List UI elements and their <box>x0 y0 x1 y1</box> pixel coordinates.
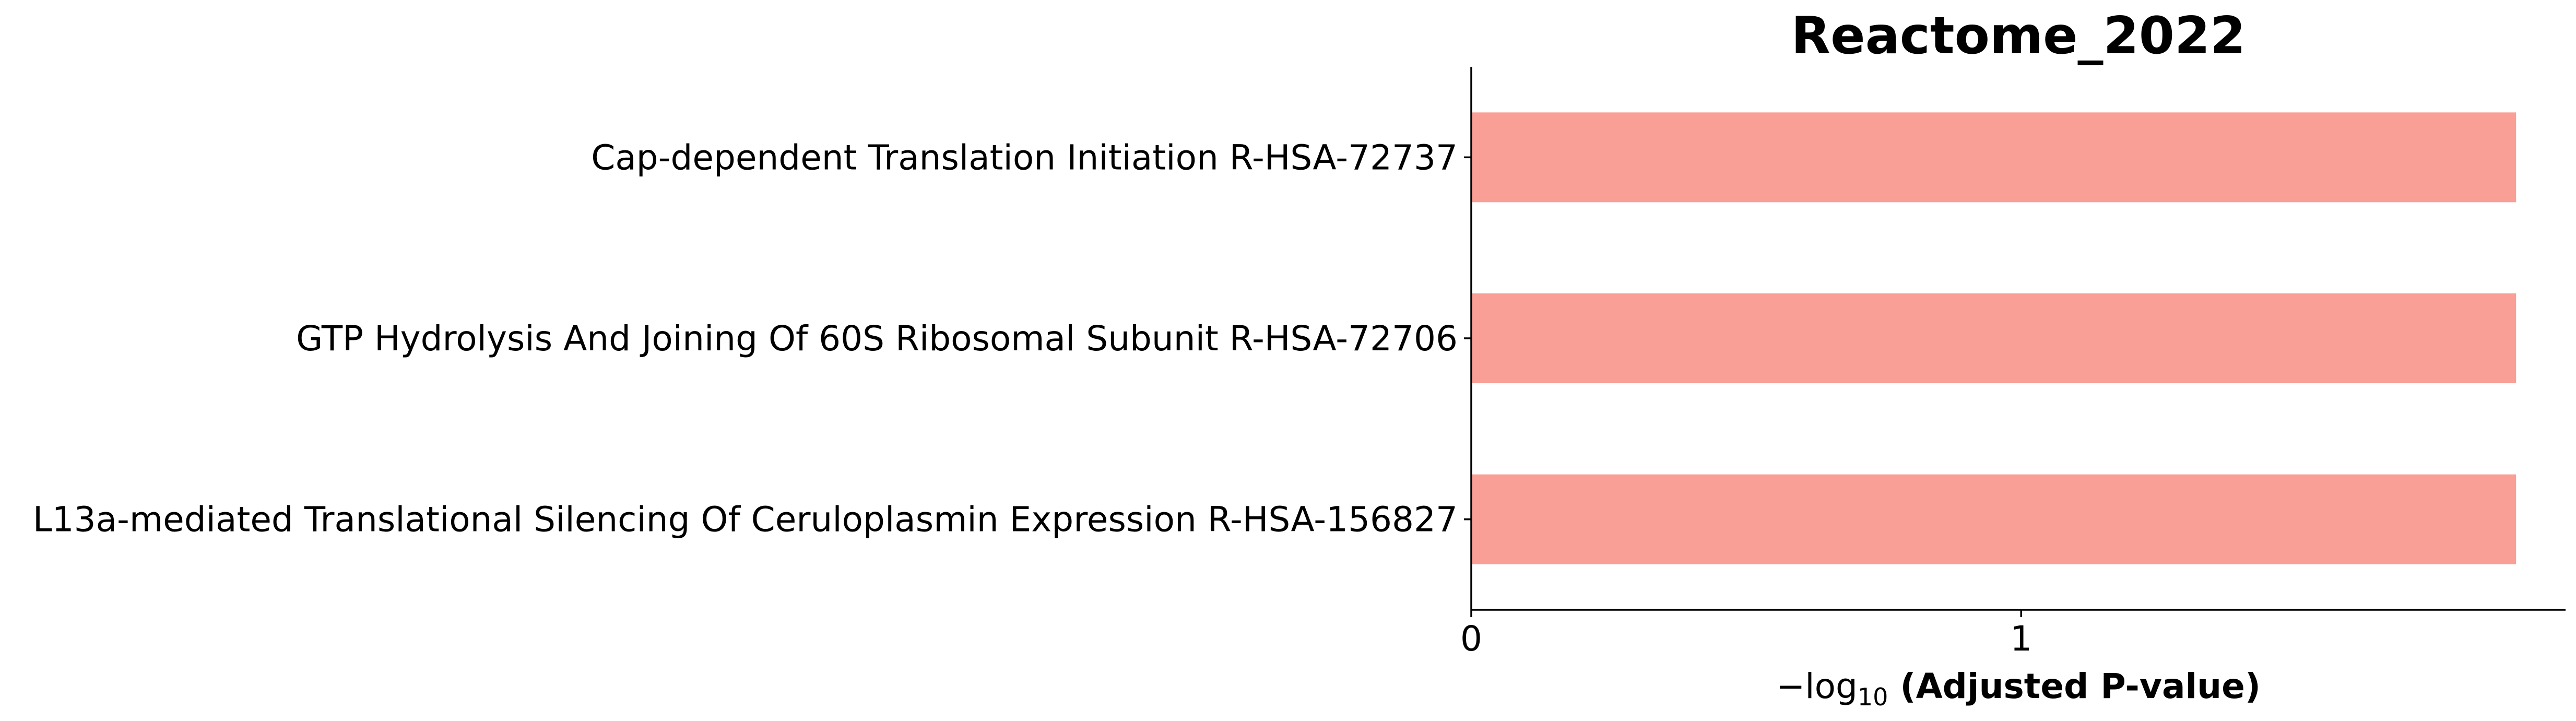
x-axis-label: −log10 (Adjusted P-value) <box>1776 666 2261 711</box>
category-label-2: GTP Hydrolysis And Joining Of 60S Riboso… <box>296 318 1458 359</box>
x-tick-label-1: 0 <box>1460 619 1482 659</box>
bar-1 <box>1471 112 2516 203</box>
category-label-3: L13a-mediated Translational Silencing Of… <box>33 500 1458 540</box>
bar-3 <box>1471 474 2516 564</box>
bars-group <box>1471 112 2516 564</box>
x-axis-label-subscript: 10 <box>1858 683 1888 711</box>
bar-2 <box>1471 293 2516 383</box>
x-axis-label-prefix: −log <box>1776 666 1858 706</box>
category-labels: Cap-dependent Translation Initiation R-H… <box>33 137 1471 540</box>
chart-title: Reactome_2022 <box>1791 6 2246 66</box>
x-axis-label-suffix: (Adjusted P-value) <box>1888 666 2261 706</box>
x-tick-label-2: 1 <box>2010 619 2032 659</box>
category-label-1: Cap-dependent Translation Initiation R-H… <box>591 137 1458 178</box>
